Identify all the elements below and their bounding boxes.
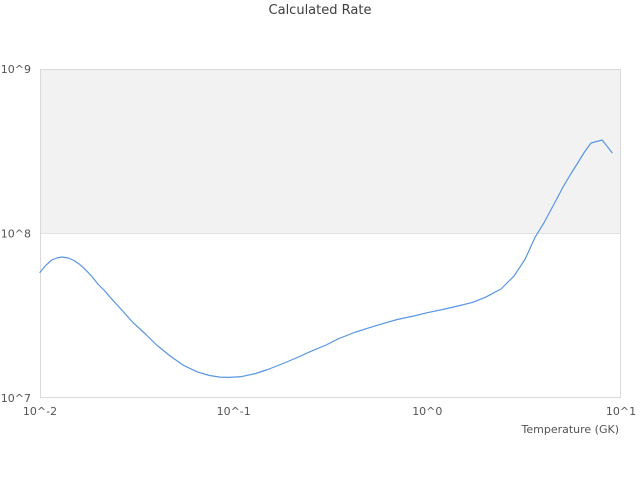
x-tick-label: 10^0 — [412, 405, 442, 418]
x-tick-label: 10^-1 — [217, 405, 251, 418]
y-tick-label: 10^9 — [1, 63, 31, 76]
x-axis-tick-labels: 10^-2 10^-1 10^0 10^1 — [23, 405, 636, 418]
log-decade-band — [40, 69, 621, 234]
y-axis-tick-labels: 10^7 10^8 10^9 — [1, 63, 31, 405]
rate-curve — [39, 139, 613, 378]
x-tick-label: 10^-2 — [23, 405, 57, 418]
x-axis-label: Temperature (GK) — [521, 423, 620, 436]
chart-title: Calculated Rate — [268, 3, 372, 18]
plot-border — [40, 69, 621, 398]
y-tick-label: 10^8 — [1, 228, 31, 241]
x-tick-label: 10^1 — [606, 405, 636, 418]
y-tick-label: 10^7 — [1, 392, 31, 405]
